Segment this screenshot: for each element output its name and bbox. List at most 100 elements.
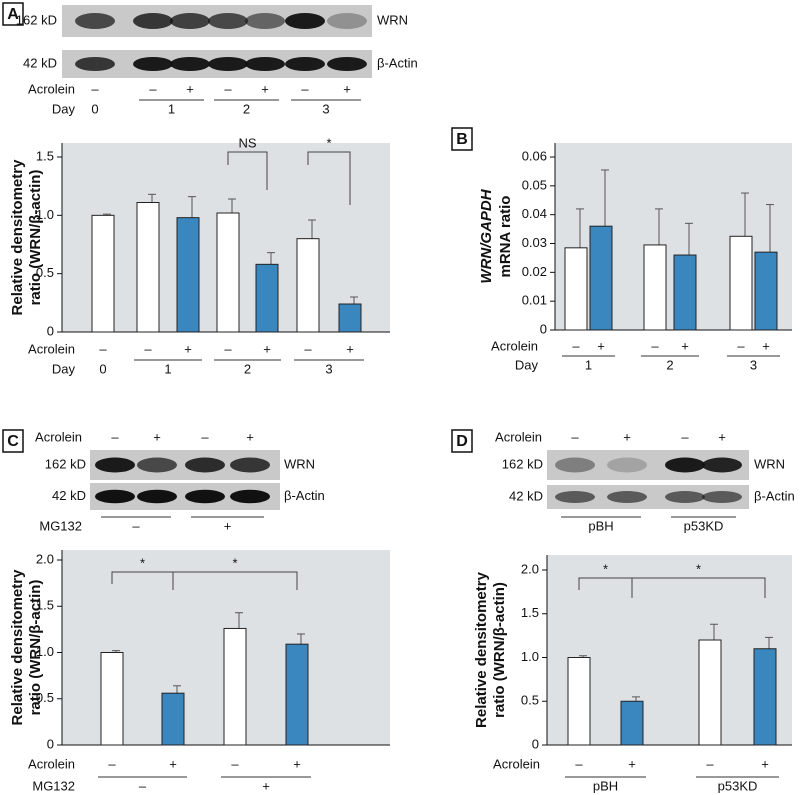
panel-label: B bbox=[456, 131, 468, 148]
y-tick-label: 0.01 bbox=[522, 293, 547, 308]
row-label: Acrolein bbox=[495, 429, 542, 444]
y-axis-label: WRN/GAPDH bbox=[478, 188, 495, 283]
bar bbox=[223, 627, 247, 746]
band-size: 42 kD bbox=[23, 55, 57, 70]
bar bbox=[673, 254, 697, 331]
category-label: – bbox=[575, 756, 583, 771]
group-label: pBH bbox=[588, 518, 613, 533]
group-label: 0 bbox=[91, 101, 98, 116]
annotation: * bbox=[140, 555, 145, 570]
y-axis-label: Relative densitometry bbox=[9, 569, 26, 726]
bar bbox=[176, 217, 200, 333]
bracket bbox=[631, 577, 766, 598]
category-label: – bbox=[706, 756, 714, 771]
bar bbox=[754, 251, 778, 331]
blot-band bbox=[133, 57, 173, 71]
band-size: 162 kD bbox=[16, 12, 57, 27]
bar bbox=[100, 652, 124, 746]
band-name: β-Actin bbox=[284, 488, 325, 503]
row-label: – bbox=[224, 81, 232, 96]
group-label: – bbox=[132, 518, 140, 533]
bar bbox=[285, 643, 309, 746]
row-label: + bbox=[246, 429, 254, 444]
category-label: + bbox=[293, 756, 301, 771]
band-name: β-Actin bbox=[377, 55, 418, 70]
category-label: – bbox=[572, 338, 580, 353]
band-size: 42 kD bbox=[52, 488, 86, 503]
blot-band bbox=[75, 57, 115, 71]
panel-label-box bbox=[2, 429, 24, 453]
row-label: Acrolein bbox=[28, 341, 75, 356]
y-tick-label: 1.5 bbox=[521, 605, 539, 620]
blot-band bbox=[95, 489, 135, 504]
row-label: + bbox=[261, 81, 269, 96]
row-label: Day bbox=[515, 357, 539, 372]
blot-band bbox=[208, 57, 248, 71]
bar bbox=[338, 303, 362, 333]
group-label: + bbox=[262, 778, 270, 793]
y-axis-label: mRNA ratio bbox=[497, 196, 514, 278]
row-label: – bbox=[91, 81, 99, 96]
blot-band bbox=[230, 489, 270, 504]
row-label: Day bbox=[52, 101, 76, 116]
blot-band bbox=[245, 13, 285, 29]
group-label: 2 bbox=[244, 361, 251, 376]
y-tick-label: 0.04 bbox=[522, 206, 547, 221]
blot-band bbox=[170, 13, 210, 29]
group-label: – bbox=[139, 778, 147, 793]
category-label: – bbox=[231, 756, 239, 771]
y-axis-label: ratio (WRN/β-actin) bbox=[27, 580, 44, 716]
group-label: 0 bbox=[99, 361, 106, 376]
y-tick-label: 1.0 bbox=[36, 644, 54, 659]
bracket bbox=[227, 151, 268, 190]
row-label: Acrolein bbox=[35, 429, 82, 444]
y-axis-label: Relative densitometry bbox=[473, 571, 490, 728]
blot-band bbox=[208, 13, 248, 29]
group-label: pBH bbox=[593, 778, 618, 793]
blot-band bbox=[185, 457, 225, 473]
category-label: + bbox=[762, 338, 770, 353]
group-label: 1 bbox=[164, 361, 171, 376]
blot-band bbox=[607, 491, 647, 503]
blot-band bbox=[230, 457, 270, 473]
bar bbox=[161, 692, 185, 746]
blot-band bbox=[665, 491, 705, 503]
bar bbox=[296, 238, 320, 333]
y-tick-label: 0 bbox=[47, 736, 54, 751]
row-label: + bbox=[343, 81, 351, 96]
category-label: + bbox=[263, 341, 271, 356]
category-label: + bbox=[169, 756, 177, 771]
category-label: – bbox=[144, 341, 152, 356]
y-tick-label: 0.03 bbox=[522, 235, 547, 250]
bar bbox=[255, 263, 279, 333]
row-label: – bbox=[301, 81, 309, 96]
panel-label: D bbox=[456, 433, 468, 450]
y-tick-label: 0 bbox=[47, 323, 54, 338]
bar bbox=[564, 247, 588, 331]
group-label: 1 bbox=[585, 357, 592, 372]
group-label: 3 bbox=[325, 361, 332, 376]
y-tick-label: 0.02 bbox=[522, 264, 547, 279]
blot-band bbox=[245, 57, 285, 71]
y-tick-label: 0.5 bbox=[36, 690, 54, 705]
blot-band bbox=[185, 489, 225, 504]
row-label: – bbox=[149, 81, 157, 96]
y-tick-label: 0 bbox=[532, 736, 539, 751]
bar bbox=[620, 700, 644, 746]
bracket bbox=[307, 151, 351, 205]
y-tick-label: 2.0 bbox=[36, 551, 54, 566]
group-label: p53KD bbox=[718, 778, 758, 793]
annotation: * bbox=[326, 135, 331, 150]
blot-band bbox=[555, 457, 595, 473]
row-label: Acrolein bbox=[28, 756, 75, 771]
bar bbox=[753, 648, 777, 746]
y-axis-label: Relative densitometry bbox=[9, 159, 26, 316]
category-label: + bbox=[597, 338, 605, 353]
panel-label-box bbox=[2, 2, 24, 26]
y-tick-label: 1.5 bbox=[36, 148, 54, 163]
annotation: * bbox=[603, 561, 608, 576]
blot-band bbox=[555, 491, 595, 503]
row-label: Acrolein bbox=[491, 338, 538, 353]
blot-band bbox=[285, 13, 325, 29]
